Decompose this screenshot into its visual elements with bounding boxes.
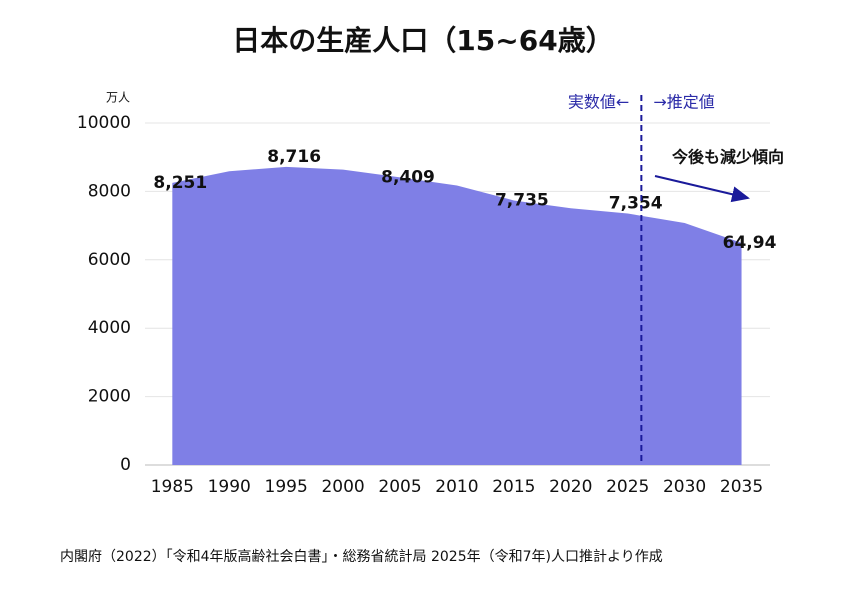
trend-arrow: [654, 175, 750, 203]
area: [172, 166, 742, 466]
data-label: 64,94: [723, 233, 777, 253]
y-tick-label: 4000: [88, 318, 131, 338]
data-label: 7,735: [495, 190, 549, 210]
source: 内閣府（2022）「令和4年版高齢社会白書」・総務省統計局 2025年（令和7年…: [60, 548, 663, 565]
x-tick-label: 2000: [321, 477, 364, 497]
annotation: →推定値: [653, 93, 714, 112]
y-tick-label: 10000: [77, 113, 131, 133]
x-tick-label: 2035: [720, 477, 763, 497]
y-unit: 万人: [106, 91, 130, 105]
data-label: 8,251: [153, 173, 207, 193]
x-tick-label: 2005: [378, 477, 421, 497]
x-tick-label: 1995: [265, 477, 308, 497]
x-tick-label: 2030: [663, 477, 706, 497]
data-label: 8,409: [381, 167, 435, 187]
data-label: 8,716: [267, 147, 321, 167]
y-tick-label: 2000: [88, 387, 131, 407]
data-label: 7,354: [609, 193, 663, 213]
annotation: 今後も減少傾向: [671, 148, 784, 167]
chart-title: 日本の生産人口（15~64歳）: [232, 24, 613, 57]
y-tick-label: 8000: [88, 181, 131, 201]
x-tick-label: 2015: [492, 477, 535, 497]
x-tick-label: 2025: [606, 477, 649, 497]
annotation: 実数値←: [568, 93, 629, 112]
x-tick-label: 1990: [208, 477, 251, 497]
x-tick-label: 2020: [549, 477, 592, 497]
y-tick-label: 6000: [88, 250, 131, 270]
x-tick-label: 1985: [151, 477, 194, 497]
x-tick-label: 2010: [435, 477, 478, 497]
y-tick-label: 0: [120, 455, 131, 475]
